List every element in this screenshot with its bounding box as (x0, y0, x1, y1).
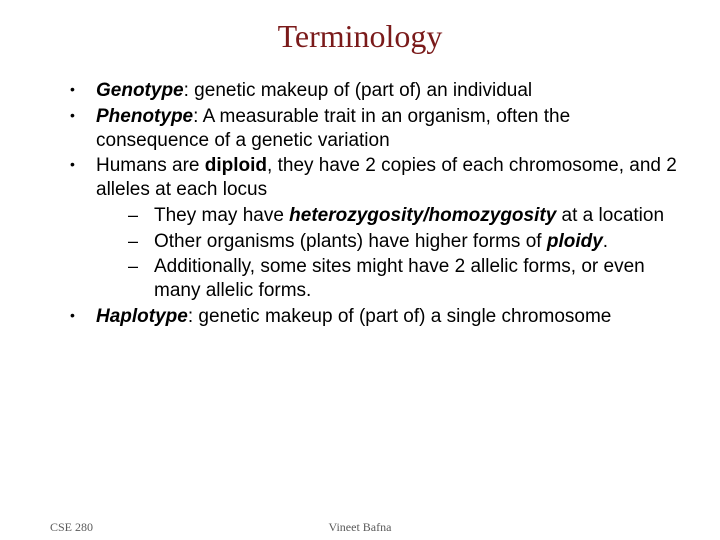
sub-bullet-ploidy: Other organisms (plants) have higher for… (128, 230, 680, 254)
def-haplotype: : genetic makeup of (part of) a single c… (188, 306, 611, 327)
hz-pre: They may have (154, 205, 289, 226)
sub-bullet-heterozygosity: They may have heterozygosity/homozygosit… (128, 204, 680, 228)
bullet-list: Genotype: genetic makeup of (part of) an… (40, 79, 680, 329)
ploidy-post: . (603, 231, 608, 252)
hz-post: at a location (556, 205, 664, 226)
term-ploidy: ploidy (547, 231, 603, 252)
sub-bullet-list: They may have heterozygosity/homozygosit… (96, 204, 680, 303)
ploidy-pre: Other organisms (plants) have higher for… (154, 231, 547, 252)
bullet-haplotype: Haplotype: genetic makeup of (part of) a… (70, 305, 680, 329)
bullet-diploid: Humans are diploid, they have 2 copies o… (70, 154, 680, 303)
slide: Terminology Genotype: genetic makeup of … (0, 0, 720, 540)
def-genotype: : genetic makeup of (part of) an individ… (184, 80, 533, 101)
term-haplotype: Haplotype (96, 306, 188, 327)
diploid-pre: Humans are (96, 155, 205, 176)
term-diploid: diploid (205, 155, 267, 176)
term-heterozygosity: heterozygosity/homozygosity (289, 205, 556, 226)
bullet-genotype: Genotype: genetic makeup of (part of) an… (70, 79, 680, 103)
term-phenotype: Phenotype (96, 106, 193, 127)
bullet-phenotype: Phenotype: A measurable trait in an orga… (70, 105, 680, 153)
sub-bullet-allelic-forms: Additionally, some sites might have 2 al… (128, 255, 680, 303)
allelic-text: Additionally, some sites might have 2 al… (154, 256, 645, 301)
slide-title: Terminology (40, 18, 680, 55)
term-genotype: Genotype (96, 80, 184, 101)
footer-author: Vineet Bafna (0, 520, 720, 535)
